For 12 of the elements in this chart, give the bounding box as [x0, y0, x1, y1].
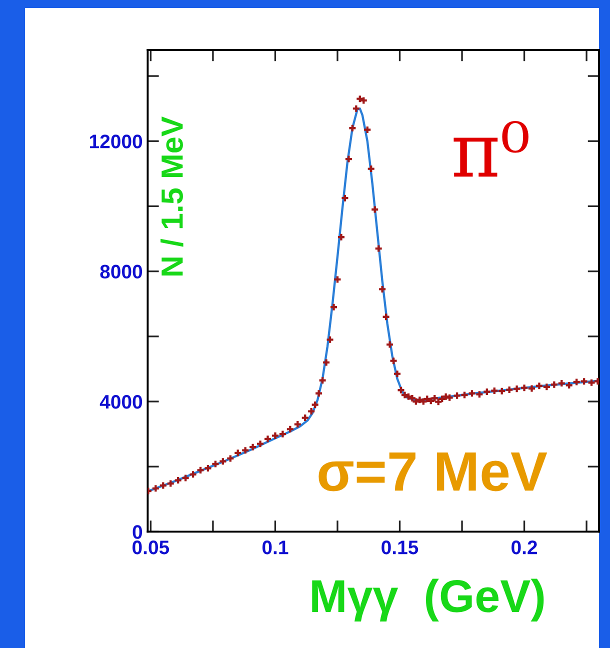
y-tick-label: 12000 — [90, 134, 142, 148]
x-tick-label: 0.05 — [132, 540, 170, 554]
x-tick-label: 0.2 — [512, 540, 538, 554]
y-axis-title: N / 1.5 MeV — [160, 116, 184, 276]
y-tick-label: 0 — [132, 525, 142, 539]
y-tick-label: 8000 — [100, 264, 142, 279]
x-axis-title: Mγγ (GeV) — [312, 578, 544, 622]
x-tick-label: 0.1 — [262, 540, 288, 554]
x-tick-label: 0.15 — [382, 540, 418, 554]
annotation: π⁰ — [454, 121, 528, 177]
annotation: σ=7 MeV — [318, 452, 548, 492]
y-tick-label: 4000 — [100, 394, 142, 409]
